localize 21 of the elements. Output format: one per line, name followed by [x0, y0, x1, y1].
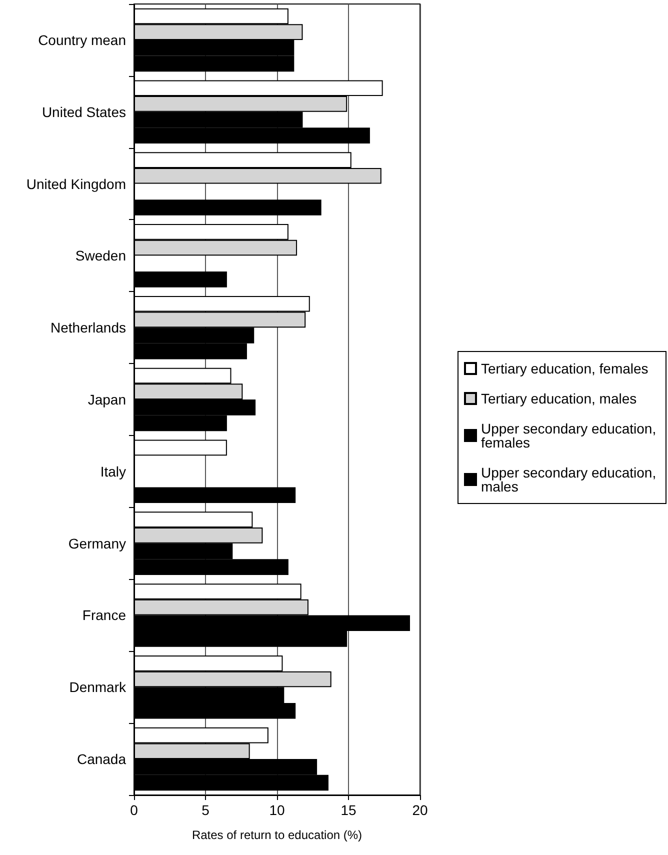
y-tick-label: Canada	[76, 751, 126, 768]
y-tick-label: Netherlands	[50, 320, 126, 336]
y-tick-label: United Kingdom	[26, 176, 126, 192]
x-tick-label: 15	[340, 802, 356, 818]
y-tick-label: Italy	[100, 463, 126, 480]
x-tick-label: 0	[130, 802, 138, 818]
y-tick-label: Japan	[88, 392, 126, 408]
legend-label: Upper secondary education, females	[481, 420, 660, 450]
x-tick-label: 10	[269, 802, 285, 818]
legend-label: Upper secondary education, males	[481, 464, 660, 494]
x-tick-label: 20	[412, 802, 428, 818]
x-axis-title: Rates of return to education (%)	[192, 828, 362, 842]
y-tick-label: Denmark	[69, 679, 127, 696]
y-tick-label: Sweden	[75, 248, 126, 264]
y-tick-label: Germany	[68, 535, 126, 552]
x-tick-label: 5	[202, 802, 210, 818]
y-tick-label: United States	[42, 104, 126, 120]
y-tick-label: Country mean	[38, 32, 126, 48]
legend-label: Tertiary education, females	[481, 360, 648, 376]
legend-label: Tertiary education, males	[481, 390, 637, 406]
y-tick-label: France	[82, 607, 126, 624]
